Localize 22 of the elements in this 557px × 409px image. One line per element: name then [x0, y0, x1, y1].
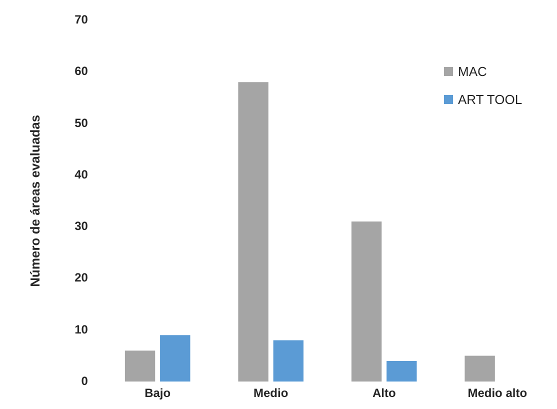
bar [160, 335, 190, 382]
y-axis-title: Número de áreas evaluadas [27, 114, 42, 287]
y-tick-label: 20 [74, 270, 88, 285]
bar [351, 222, 382, 382]
x-tick-label: Alto [372, 386, 396, 400]
bar [124, 350, 156, 382]
y-tick-label: 10 [74, 322, 88, 336]
y-tick-label: 30 [74, 219, 88, 234]
x-tick-label: Bajo [144, 386, 171, 400]
bar [238, 82, 268, 382]
legend-label: ART TOOL [458, 92, 522, 107]
bar [464, 356, 495, 382]
x-tick-label: Medio alto [468, 386, 528, 400]
y-tick-label: 50 [74, 116, 88, 130]
x-tick-label: Medio [254, 386, 288, 400]
bar [386, 360, 417, 382]
y-tick-label: 70 [74, 12, 88, 27]
y-tick-label: 0 [81, 374, 88, 388]
y-tick-label: 60 [74, 64, 88, 78]
legend-label: MAC [458, 64, 487, 79]
y-tick-label: 40 [74, 167, 88, 182]
bar [273, 340, 304, 382]
